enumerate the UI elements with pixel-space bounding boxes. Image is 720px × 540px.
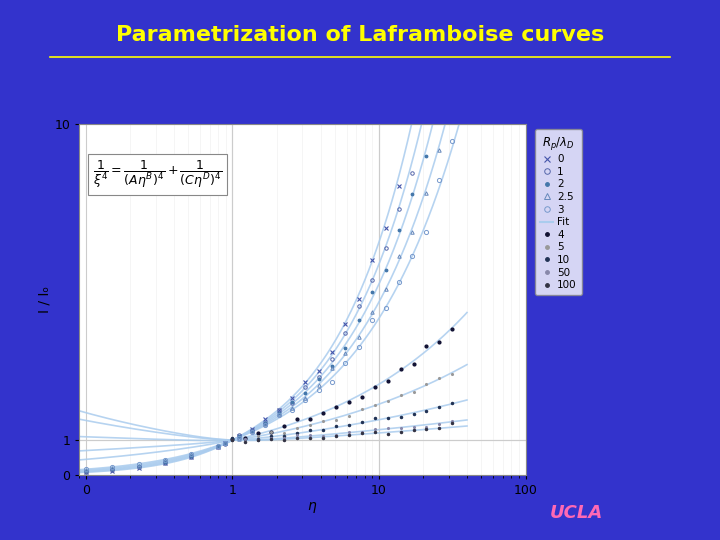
- Text: Parametrization of Laframboise curves: Parametrization of Laframboise curves: [116, 25, 604, 45]
- Text: $\dfrac{1}{\xi^4} = \dfrac{1}{(A\eta^B)^4} + \dfrac{1}{(C\eta^D)^4}$: $\dfrac{1}{\xi^4} = \dfrac{1}{(A\eta^B)^…: [93, 159, 222, 191]
- Text: $\eta$: $\eta$: [307, 500, 318, 515]
- Legend: 0, 1, 2, 2.5, 3, Fit, 4, 5, 10, 50, 100: 0, 1, 2, 2.5, 3, Fit, 4, 5, 10, 50, 100: [535, 130, 582, 295]
- Y-axis label: I / Iₒ: I / Iₒ: [37, 286, 52, 313]
- Text: UCLA: UCLA: [549, 504, 603, 522]
